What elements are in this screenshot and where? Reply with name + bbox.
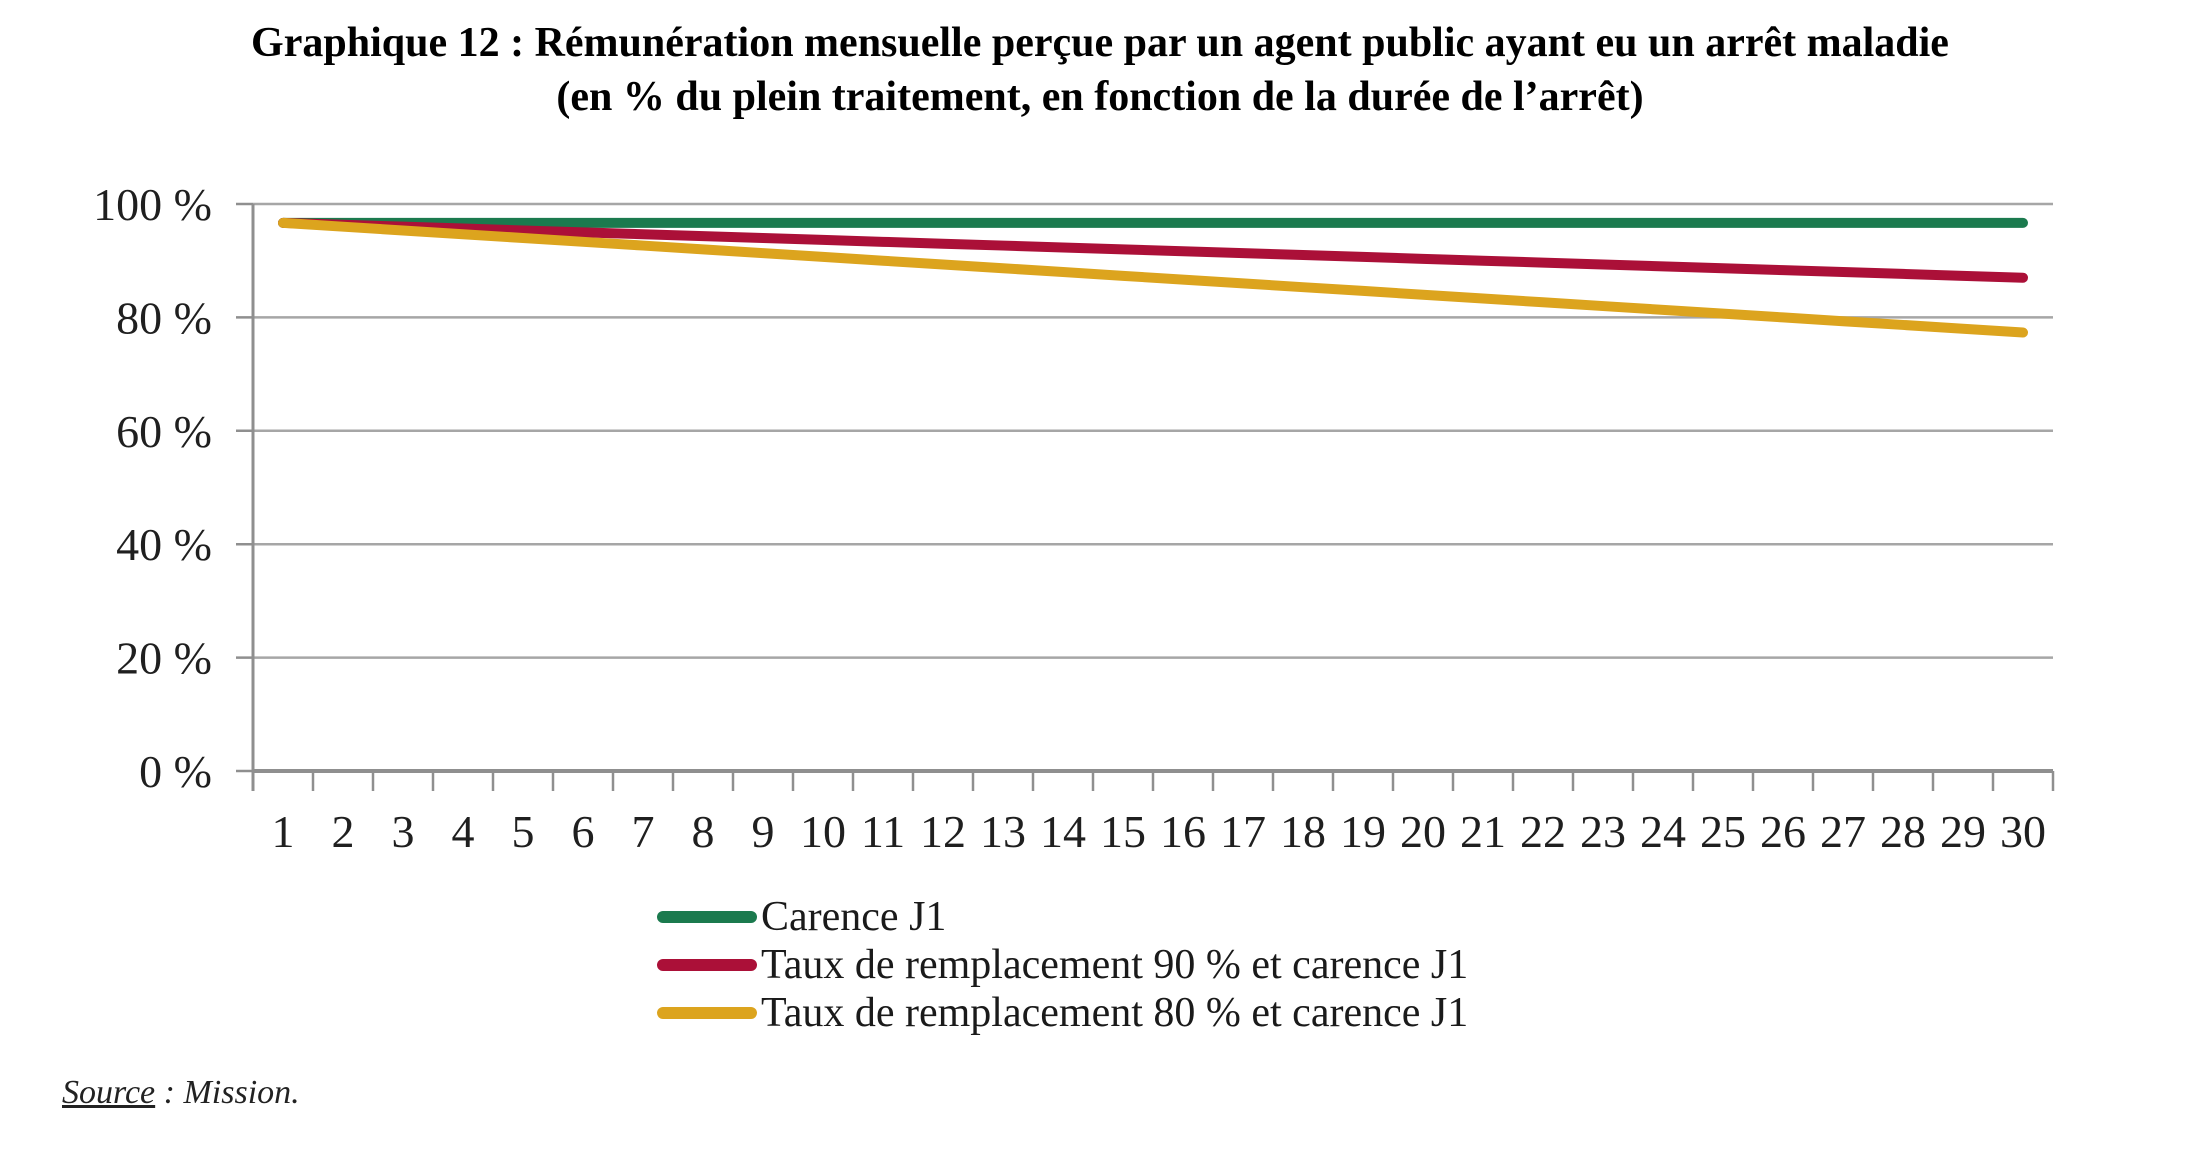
x-tick-label: 12 [920,806,966,857]
y-tick-label: 100 % [93,179,212,230]
source-note: Source : Mission. [62,1074,300,1112]
legend-line-swatch [657,911,757,923]
x-tick-label: 9 [752,806,775,857]
x-tick-label: 29 [1940,806,1986,857]
x-tick-label: 4 [452,806,475,857]
x-tick-label: 13 [980,806,1026,857]
x-tick-label: 27 [1820,806,1866,857]
y-tick-label: 20 % [116,633,212,684]
x-tick-label: 6 [572,806,595,857]
x-tick-label: 22 [1520,806,1566,857]
source-label: Source [62,1074,156,1111]
x-tick-label: 28 [1880,806,1926,857]
y-tick-label: 80 % [116,292,212,343]
legend-item-taux-80: Taux de remplacement 80 % et carence J1 [657,989,1468,1037]
legend-line-swatch [657,959,757,971]
legend-label: Taux de remplacement 80 % et carence J1 [761,990,1469,1036]
x-tick-label: 30 [2000,806,2046,857]
x-tick-label: 15 [1100,806,1146,857]
legend-item-carence-j1: Carence J1 [657,893,1468,941]
source-text: : Mission. [155,1074,300,1111]
series-line-taux-de-remplacement-80-et-carence-j1 [278,217,2028,338]
legend-label: Carence J1 [761,894,947,940]
x-tick-label: 16 [1160,806,1206,857]
x-tick-label: 3 [392,806,415,857]
x-tick-label: 26 [1760,806,1806,857]
chart-title: Graphique 12 : Rémunération mensuelle pe… [0,16,2200,124]
x-tick-label: 7 [632,806,655,857]
x-tick-label: 25 [1700,806,1746,857]
x-tick-label: 18 [1280,806,1326,857]
x-tick-label: 24 [1640,806,1686,857]
y-tick-label: 40 % [116,519,212,570]
x-tick-label: 8 [692,806,715,857]
legend: Carence J1 Taux de remplacement 90 % et … [657,893,1468,1037]
x-tick-label: 17 [1220,806,1266,857]
y-tick-label: 0 % [139,746,212,797]
x-tick-label: 20 [1400,806,1446,857]
x-tick-label: 23 [1580,806,1626,857]
x-tick-label: 19 [1340,806,1386,857]
x-tick-label: 5 [512,806,535,857]
x-tick-label: 21 [1460,806,1506,857]
legend-item-taux-90: Taux de remplacement 90 % et carence J1 [657,941,1468,989]
x-tick-label: 1 [272,806,295,857]
x-tick-label: 2 [332,806,355,857]
legend-label: Taux de remplacement 90 % et carence J1 [761,942,1469,988]
chart-title-line2: (en % du plein traitement, en fonction d… [556,74,1644,120]
chart-title-line1: Graphique 12 : Rémunération mensuelle pe… [251,20,1949,66]
series-line-taux-de-remplacement-90-et-carence-j1 [278,217,2028,283]
x-tick-label: 10 [800,806,846,857]
x-tick-label: 14 [1040,806,1086,857]
x-tick-label: 11 [861,806,905,857]
legend-line-swatch [657,1007,757,1019]
y-tick-label: 60 % [116,406,212,457]
